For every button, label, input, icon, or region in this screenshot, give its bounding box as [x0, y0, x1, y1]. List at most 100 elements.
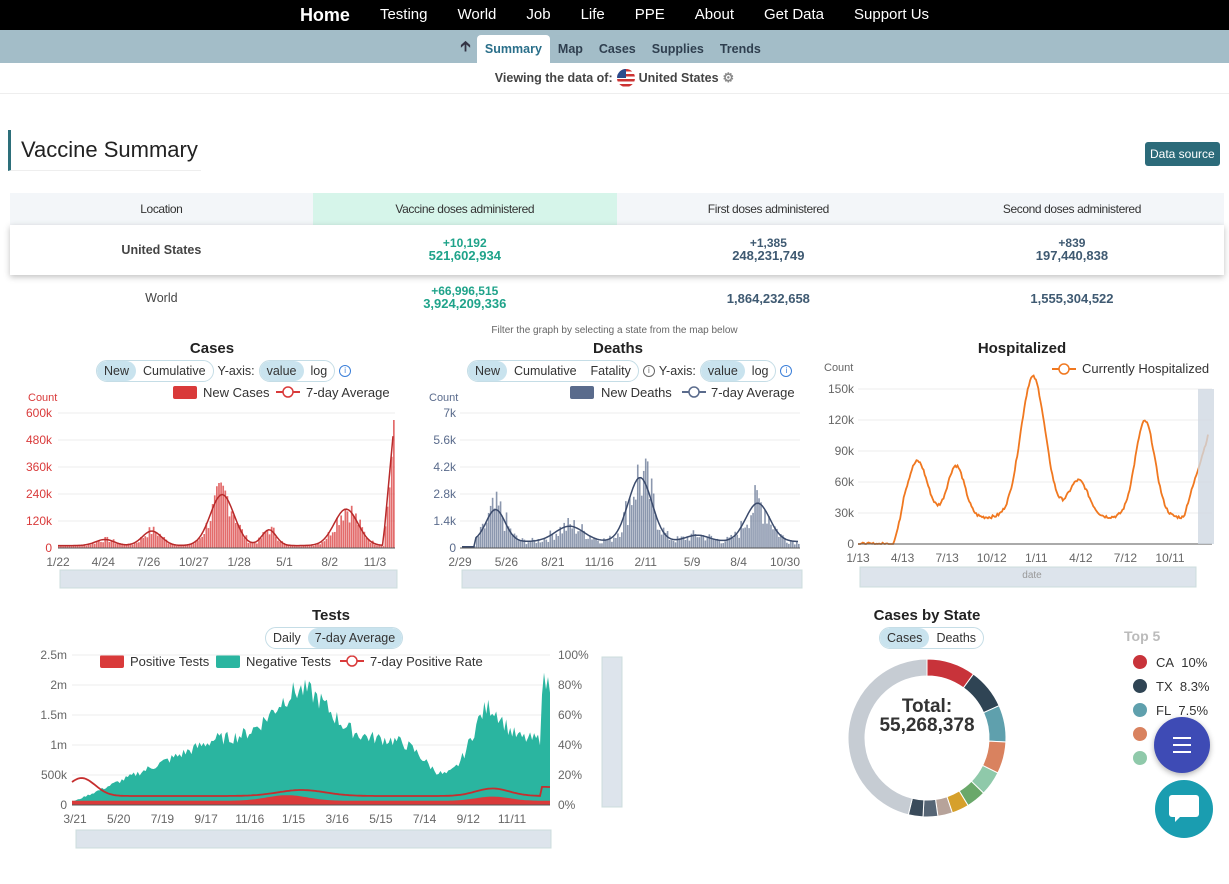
table-row[interactable]: World +66,996,515 3,924,209,336 1,864,232… [10, 275, 1224, 321]
x-tick: 3/16 [326, 812, 350, 826]
deaths-mode-cumulative[interactable]: Cumulative [514, 364, 577, 378]
x-axis: 3/21 5/20 7/19 9/17 11/16 1/15 3/16 5/15 7/14 9/1… [63, 812, 526, 826]
legend-swatch [216, 655, 240, 668]
data-source-button[interactable]: Data source [1145, 142, 1220, 166]
arrow-up-icon[interactable]: 🡱 [460, 38, 471, 55]
zoom-slider[interactable] [59, 569, 398, 589]
col-vaccine-doses[interactable]: Vaccine doses administered [312, 193, 617, 225]
donut-slice [847, 658, 928, 816]
cases-chart[interactable]: New Cases 7-day Average Count 600k 480k 36… [20, 380, 410, 590]
nav-about[interactable]: About [694, 6, 734, 23]
y-tick: 0 [847, 537, 854, 551]
x-tick: 11/16 [235, 812, 264, 826]
y-axis: 2.5m 2m 1.5m 1m 500k 0 [40, 648, 68, 812]
y-tick: 2.5m [40, 648, 67, 662]
y-tick: 5.6k [433, 433, 457, 447]
y-tick: 2m [50, 678, 67, 692]
col-first-doses[interactable]: First doses administered [616, 193, 920, 225]
cases-controls: New Cumulative Y-axis: value log i [96, 360, 352, 382]
x-tick: 9/17 [194, 812, 218, 826]
range-slider[interactable] [601, 656, 623, 808]
tab-trends[interactable]: Trends [719, 42, 761, 56]
y-tick: 120k [26, 514, 53, 528]
nav-home[interactable]: Home [299, 5, 350, 25]
y-tick: 0 [45, 541, 52, 555]
state-donut[interactable]: Total: 55,268,378 [840, 650, 1020, 830]
state-controls: Cases Deaths [879, 627, 985, 649]
deaths-scale-value[interactable]: value [700, 361, 745, 381]
zoom-slider[interactable] [859, 566, 1197, 588]
list-item[interactable]: CA 10% [1124, 650, 1210, 674]
cases-mode-new[interactable]: New [97, 361, 137, 381]
x-tick: 7/26 [137, 555, 161, 569]
nav-ppe[interactable]: PPE [634, 6, 665, 23]
info-icon[interactable]: i [780, 365, 793, 377]
tab-supplies[interactable]: Supplies [651, 42, 704, 56]
zoom-slider[interactable] [75, 829, 552, 849]
y-tick: 150k [828, 382, 855, 396]
cases-scale-log[interactable]: log [310, 364, 328, 378]
tab-summary[interactable]: Summary [476, 35, 550, 63]
hosp-chart[interactable]: Currently Hospitalized Count 150k 120k 90k… [820, 357, 1220, 592]
deaths-chart[interactable]: New Deaths 7-day Average Count 7k 5.6k 4.2… [420, 380, 815, 590]
x-tick: 5/20 [107, 812, 131, 826]
cases-scale-value[interactable]: value [259, 361, 304, 381]
nav-world[interactable]: World [457, 6, 497, 23]
nav-support-us[interactable]: Support Us [854, 6, 930, 23]
viewing-location-name[interactable]: United States [638, 71, 719, 85]
tests-chart[interactable]: Positive Tests Negative Tests 7-day Posi… [20, 645, 630, 855]
x-tick: 10/11 [1155, 551, 1184, 565]
nav-get-data[interactable]: Get Data [763, 6, 825, 23]
info-icon[interactable]: i [339, 365, 352, 377]
col-second-doses[interactable]: Second doses administered [919, 193, 1224, 225]
y-tick: 20% [558, 768, 582, 782]
zoom-slider[interactable] [461, 569, 803, 589]
deaths-mode-fatality[interactable]: Fatality [590, 364, 631, 378]
col-location[interactable]: Location [10, 193, 313, 225]
y-tick: 480k [26, 433, 53, 447]
tab-map[interactable]: Map [557, 42, 583, 56]
deaths-scale-log[interactable]: log [751, 364, 769, 378]
top-nav: Home Testing World Job Life PPE About Ge… [0, 0, 1229, 30]
x-tick: 1/13 [846, 551, 870, 565]
menu-icon[interactable] [1154, 717, 1210, 773]
top5-legend: Top 5 CA 10% TX 8.3% FL 7.5% [1124, 628, 1210, 770]
state-mode-cases[interactable]: Cases [880, 628, 930, 648]
state-mode-toggle: Cases Deaths [879, 627, 985, 649]
x-tick: 10/27 [179, 555, 209, 569]
cases-mode-cumulative[interactable]: Cumulative [143, 364, 206, 378]
nav-life[interactable]: Life [580, 6, 605, 23]
chat-icon[interactable] [1155, 780, 1213, 838]
tests-mode-7day[interactable]: 7-day Average [307, 628, 403, 648]
list-item[interactable] [1124, 722, 1210, 746]
tab-cases[interactable]: Cases [598, 42, 636, 56]
tests-mode-toggle: Daily 7-day Average [265, 627, 404, 649]
state-mode-deaths[interactable]: Deaths [936, 631, 977, 645]
donut-slice [982, 705, 1007, 743]
legend-7day: 7-day Average [711, 385, 795, 400]
x-tick: 8/2 [321, 555, 338, 569]
x-tick: 1/28 [227, 555, 251, 569]
y-tick: 1.4k [433, 514, 457, 528]
info-icon[interactable]: i [642, 365, 655, 377]
list-item[interactable]: FL 7.5% [1124, 698, 1210, 722]
nav-job[interactable]: Job [526, 6, 551, 23]
list-item[interactable]: TX 8.3% [1124, 674, 1210, 698]
gear-icon[interactable]: ⚙ [722, 70, 735, 85]
list-item[interactable] [1124, 746, 1210, 770]
y-tick: 7k [443, 406, 457, 420]
nav-testing[interactable]: Testing [379, 6, 428, 23]
tests-mode-daily[interactable]: Daily [273, 631, 301, 645]
y-tick: 2.8k [433, 487, 457, 501]
x-tick: 7/12 [1114, 551, 1138, 565]
range-handle[interactable] [1198, 389, 1214, 544]
x-axis: 1/13 4/13 7/13 10/12 1/11 4/12 7/12 10/11 [846, 551, 1185, 565]
table-row[interactable]: United States +10,192 521,602,934 +1,385 2… [10, 225, 1224, 275]
legend-hospitalized: Currently Hospitalized [1082, 361, 1209, 376]
x-axis: 1/22 4/24 7/26 10/27 1/28 5/1 8/2 11/3 [46, 555, 386, 569]
y-tick: 80% [558, 678, 582, 692]
cases-scale-toggle: value log [258, 360, 336, 382]
x-tick: 7/14 [413, 812, 437, 826]
y-tick: 1.5m [40, 708, 67, 722]
deaths-mode-new[interactable]: New [468, 361, 508, 381]
